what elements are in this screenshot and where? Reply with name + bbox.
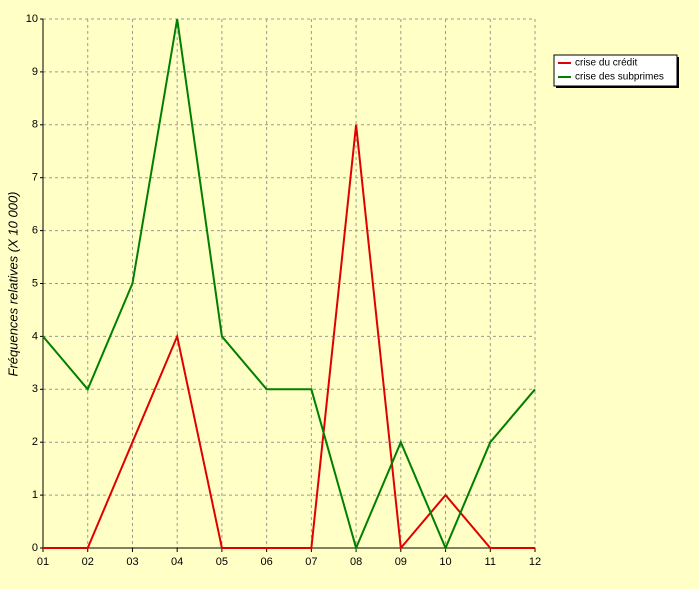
y-tick-label: 10 (26, 13, 38, 25)
y-tick-label: 7 (32, 172, 38, 184)
y-tick-label: 6 (32, 225, 38, 237)
x-tick-label: 11 (485, 556, 496, 568)
x-tick-label: 02 (82, 556, 94, 568)
x-tick-label: 07 (305, 556, 317, 568)
y-tick-label: 8 (32, 119, 38, 131)
x-tick-label: 01 (37, 556, 49, 568)
x-tick-label: 05 (216, 556, 228, 568)
legend-label: crise du crédit (575, 58, 637, 69)
x-tick-label: 08 (350, 556, 362, 568)
y-tick-label: 4 (32, 330, 38, 342)
y-tick-label: 0 (32, 542, 38, 554)
series-line (43, 124, 535, 551)
x-tick-label: 03 (126, 556, 138, 568)
series-line (42, 18, 536, 552)
x-tick-label: 10 (439, 556, 451, 568)
y-axis-label: Fréquences relatives (X 10 000) (5, 192, 20, 377)
y-tick-label: 9 (32, 66, 38, 78)
legend-label: crise des subprimes (575, 72, 664, 83)
y-tick-label: 1 (32, 489, 38, 501)
y-tick-label: 3 (32, 383, 38, 395)
legend-box (553, 54, 678, 87)
y-tick-label: 2 (32, 436, 38, 448)
x-tick-label: 06 (261, 556, 273, 568)
x-tick-label: 04 (171, 556, 183, 568)
x-tick-label: 12 (529, 556, 541, 568)
y-tick-label: 5 (32, 277, 38, 289)
x-tick-label: 09 (395, 556, 407, 568)
